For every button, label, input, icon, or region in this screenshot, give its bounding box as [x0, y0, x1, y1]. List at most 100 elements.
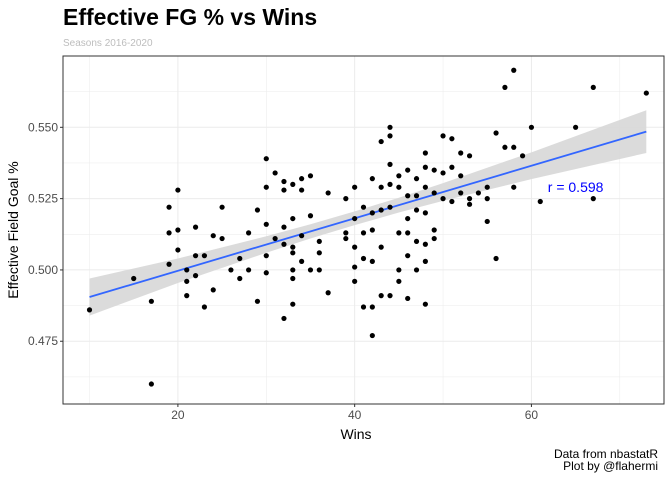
data-point: [458, 150, 464, 156]
chart-subtitle: Seasons 2016-2020: [63, 38, 153, 49]
data-point: [316, 250, 322, 256]
panel-border: [62, 55, 665, 405]
data-point: [263, 156, 269, 162]
data-point: [184, 293, 190, 299]
data-point: [352, 215, 358, 222]
chart-title: Effective FG % vs Wins: [63, 4, 318, 30]
data-point: [405, 167, 411, 173]
data-point: [343, 196, 349, 202]
data-point: [307, 173, 314, 179]
data-point: [192, 273, 199, 279]
data-point: [387, 204, 393, 210]
data-point: [449, 198, 455, 205]
data-point: [387, 124, 393, 130]
data-point: [237, 275, 243, 282]
data-point: [290, 301, 296, 307]
data-point: [352, 264, 358, 270]
data-point: [484, 196, 490, 202]
data-point: [511, 67, 517, 73]
x-tick-label: 20: [171, 408, 185, 422]
data-point: [307, 213, 314, 219]
data-point: [378, 244, 384, 250]
data-point: [396, 173, 402, 179]
data-point: [413, 267, 420, 273]
data-point: [148, 298, 154, 304]
data-point: [458, 190, 464, 196]
data-point: [422, 164, 428, 170]
data-point: [484, 184, 490, 190]
data-point: [405, 230, 411, 236]
data-point: [405, 215, 411, 222]
data-point: [237, 255, 243, 262]
data-point: [299, 187, 305, 193]
data-point: [422, 241, 428, 247]
data-point: [449, 164, 455, 170]
data-point: [360, 255, 367, 262]
data-point: [413, 176, 420, 182]
data-point: [360, 230, 367, 236]
y-tick-label: 0.500: [28, 263, 58, 277]
data-point: [431, 235, 437, 242]
data-point: [511, 184, 517, 190]
data-point: [413, 238, 420, 245]
data-point: [281, 224, 287, 230]
data-point: [201, 253, 208, 259]
data-point: [378, 138, 384, 145]
data-point: [387, 133, 393, 139]
data-point: [369, 304, 375, 310]
data-point: [396, 267, 402, 273]
data-point: [590, 84, 596, 90]
confidence-band: [89, 110, 647, 316]
data-point: [290, 181, 296, 187]
data-point: [537, 198, 543, 205]
data-point: [254, 298, 261, 304]
trend-line-layer: [89, 130, 647, 298]
data-point: [369, 332, 375, 339]
correlation-annotation: r = 0.598: [548, 179, 604, 195]
data-point: [184, 267, 190, 273]
data-point: [299, 176, 305, 182]
data-point: [502, 144, 508, 150]
x-axis-label: Wins: [340, 426, 371, 442]
data-point: [431, 227, 437, 233]
data-point: [184, 278, 190, 284]
data-point: [272, 170, 278, 176]
data-point: [369, 227, 375, 233]
data-point: [573, 124, 579, 130]
data-point: [307, 267, 314, 273]
data-point: [466, 201, 473, 207]
data-point: [413, 193, 420, 199]
grid-layer: [63, 56, 664, 404]
data-point: [86, 307, 93, 313]
caption: Data from nbastatR Plot by @flahermi: [554, 448, 658, 472]
data-point: [192, 253, 199, 259]
data-point: [405, 253, 411, 259]
data-point: [281, 187, 287, 193]
caption-source: Data from nbastatR: [553, 447, 658, 461]
data-point: [369, 176, 375, 182]
data-point: [131, 275, 137, 282]
data-point: [254, 207, 261, 213]
data-point: [422, 210, 428, 216]
data-point: [352, 244, 358, 250]
data-point: [387, 161, 393, 167]
data-point: [316, 267, 322, 273]
data-point: [281, 315, 287, 322]
data-point: [192, 224, 199, 230]
data-point: [528, 124, 535, 130]
data-point: [325, 290, 331, 296]
data-point: [281, 178, 287, 185]
data-point: [458, 173, 464, 179]
y-tick-label: 0.475: [28, 334, 58, 348]
data-point: [360, 304, 367, 310]
data-point: [325, 190, 331, 196]
trend-line: [89, 130, 647, 298]
data-point: [422, 258, 428, 264]
data-point: [219, 235, 225, 242]
data-point: [290, 275, 296, 282]
data-point: [493, 130, 499, 136]
data-point: [290, 250, 296, 256]
data-point: [493, 255, 499, 262]
data-point: [290, 244, 296, 250]
